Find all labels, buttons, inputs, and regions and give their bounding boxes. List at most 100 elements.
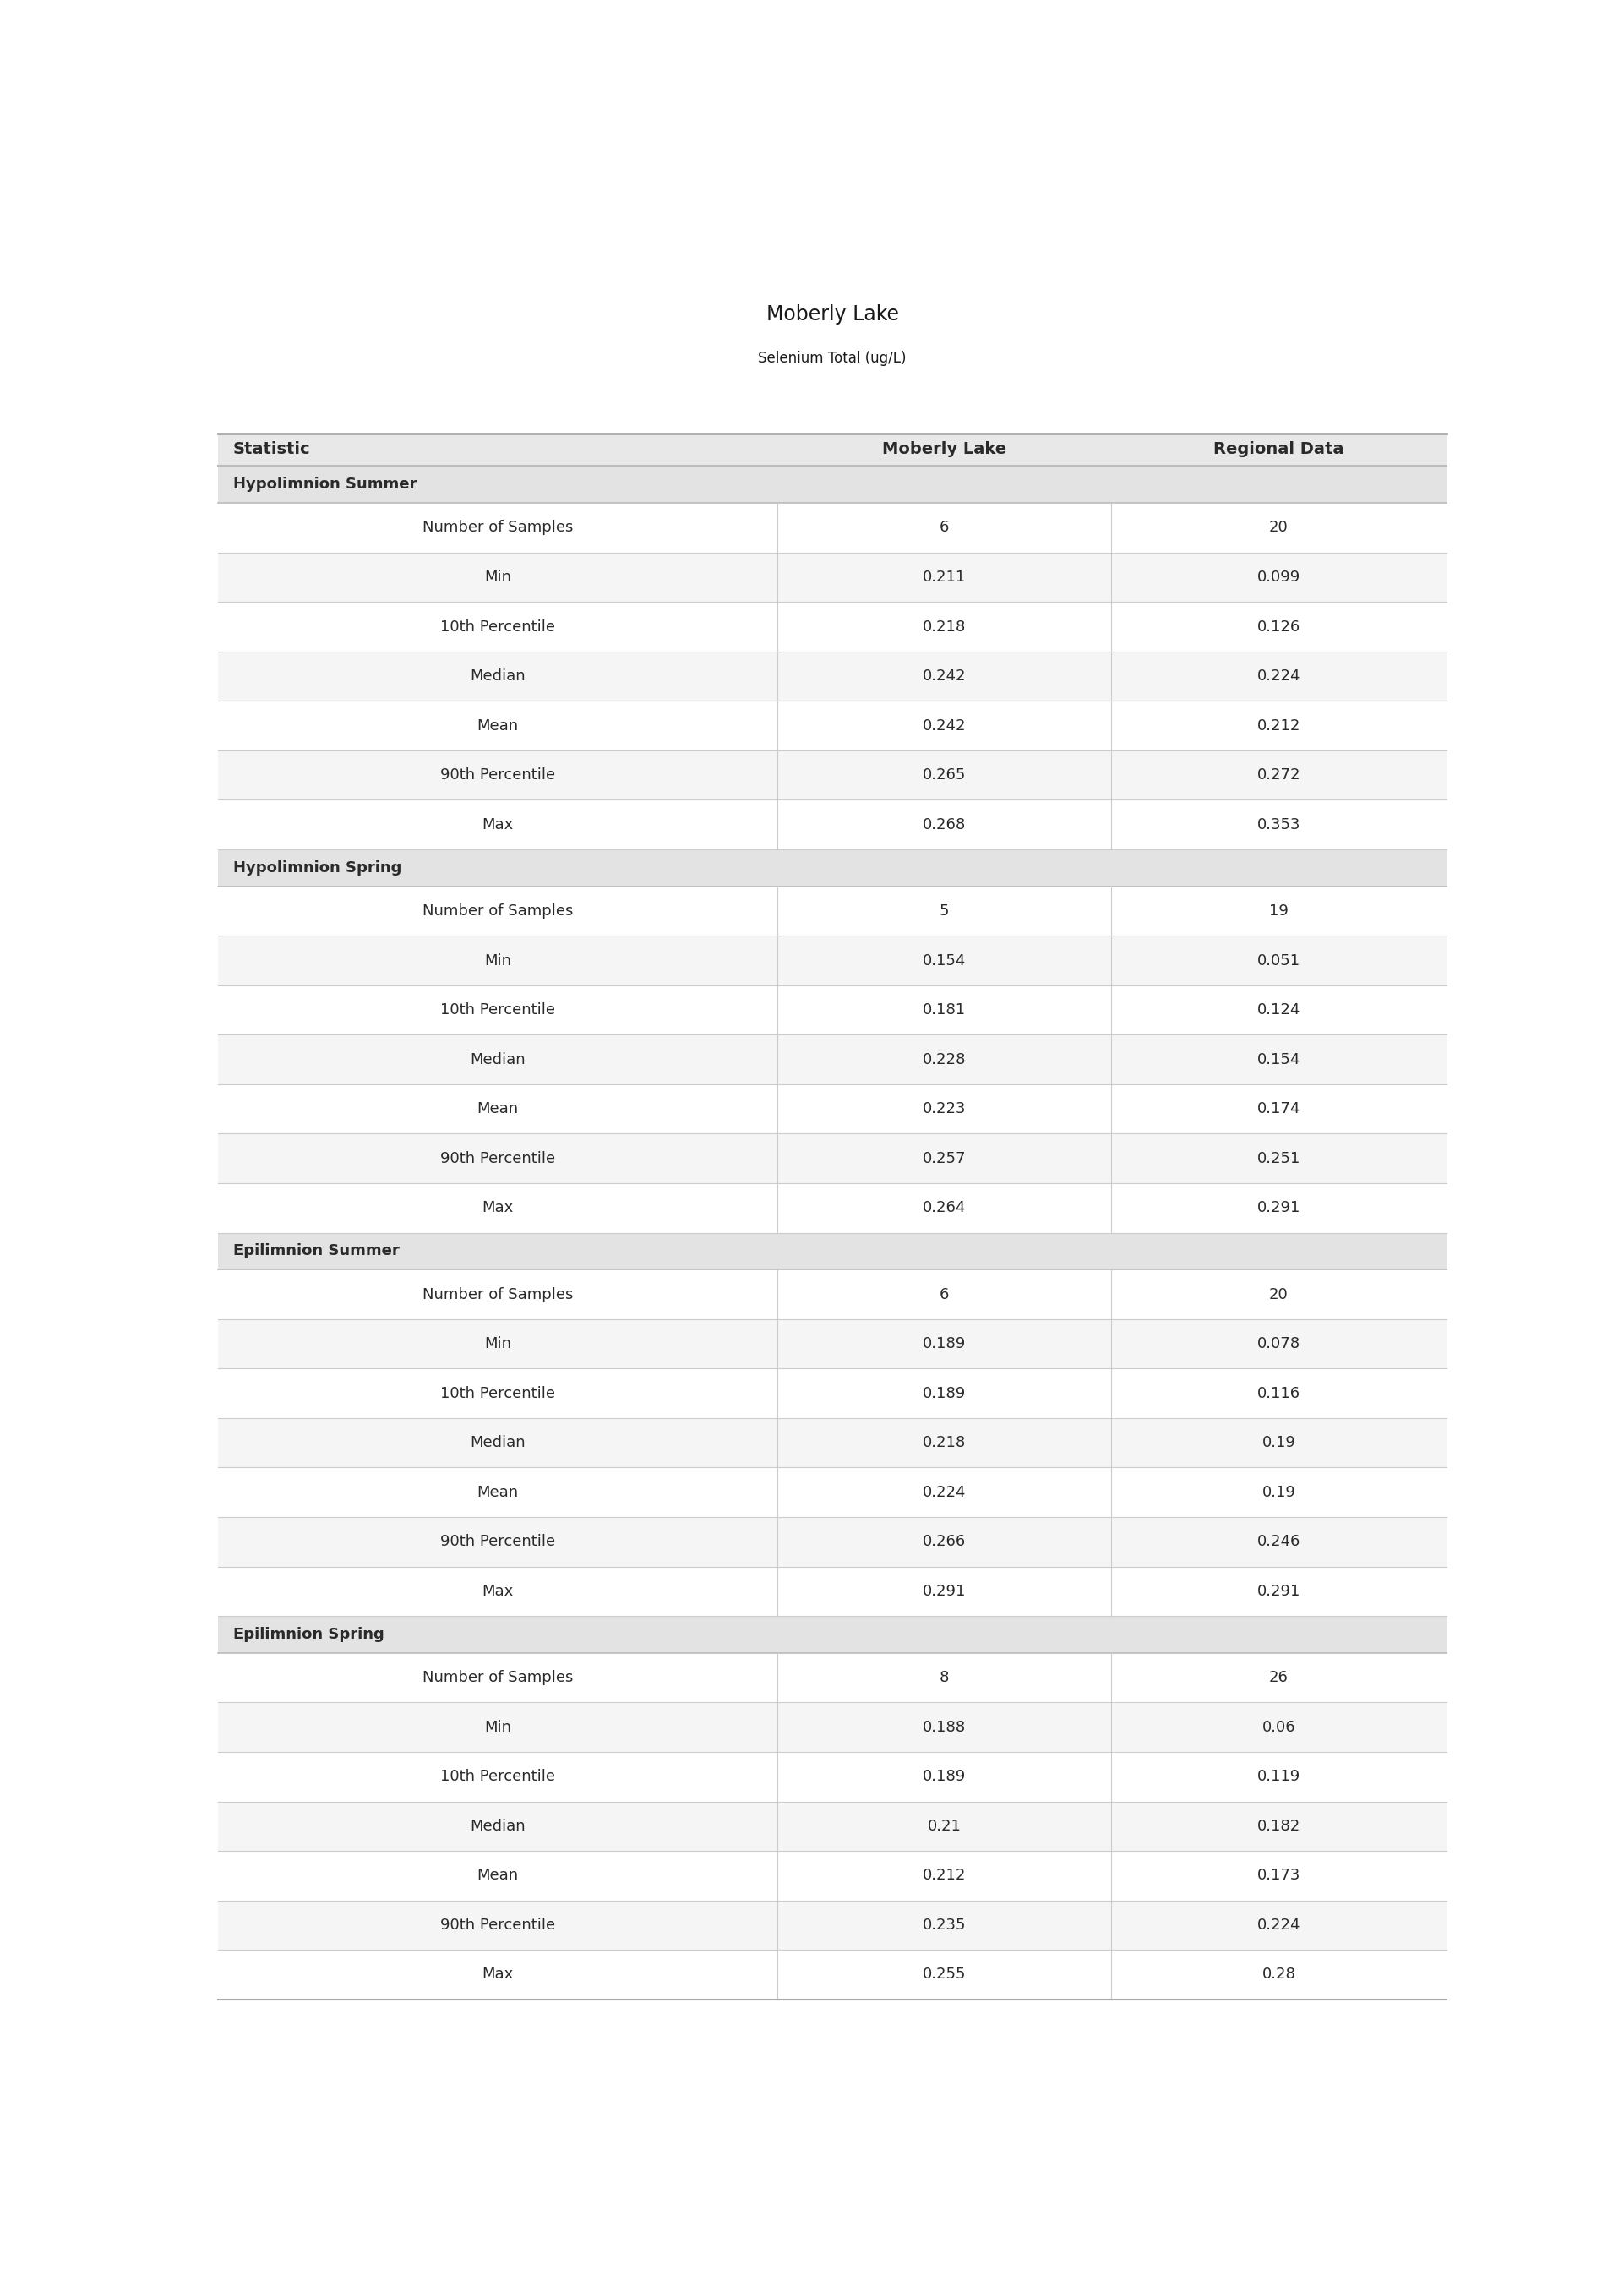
Text: Min: Min <box>484 570 512 586</box>
Bar <box>218 651 1447 701</box>
Bar <box>218 1133 1447 1183</box>
Bar <box>218 1850 1447 1900</box>
Text: Min: Min <box>484 1337 512 1351</box>
Text: Max: Max <box>482 817 513 833</box>
Text: 0.218: 0.218 <box>922 620 966 633</box>
Text: 90th Percentile: 90th Percentile <box>440 1918 555 1932</box>
Text: Epilimnion Summer: Epilimnion Summer <box>234 1244 400 1260</box>
Text: 10th Percentile: 10th Percentile <box>440 620 555 633</box>
Text: 0.228: 0.228 <box>922 1051 966 1067</box>
Bar <box>218 1516 1447 1566</box>
Text: 26: 26 <box>1270 1671 1288 1684</box>
Bar <box>218 1085 1447 1133</box>
Text: 0.291: 0.291 <box>922 1584 966 1598</box>
Text: Mean: Mean <box>477 717 518 733</box>
Text: 0.235: 0.235 <box>922 1918 966 1932</box>
Text: Min: Min <box>484 1721 512 1734</box>
Text: 0.291: 0.291 <box>1257 1201 1301 1214</box>
Text: 0.266: 0.266 <box>922 1535 966 1550</box>
Bar <box>218 1466 1447 1516</box>
Bar <box>218 1319 1447 1369</box>
Text: 19: 19 <box>1270 903 1288 919</box>
Text: 90th Percentile: 90th Percentile <box>440 1151 555 1167</box>
Bar <box>218 1269 1447 1319</box>
Text: Selenium Total (ug/L): Selenium Total (ug/L) <box>758 352 906 365</box>
Bar <box>218 1566 1447 1616</box>
Text: Max: Max <box>482 1968 513 1982</box>
Text: Hypolimnion Summer: Hypolimnion Summer <box>234 477 417 493</box>
Text: 0.251: 0.251 <box>1257 1151 1301 1167</box>
Text: 90th Percentile: 90th Percentile <box>440 767 555 783</box>
Text: Mean: Mean <box>477 1485 518 1500</box>
Bar <box>218 1752 1447 1802</box>
Bar <box>218 935 1447 985</box>
Text: Number of Samples: Number of Samples <box>422 903 573 919</box>
Text: 0.154: 0.154 <box>1257 1051 1301 1067</box>
Text: 0.211: 0.211 <box>922 570 966 586</box>
Text: 0.189: 0.189 <box>922 1337 966 1351</box>
Text: 0.078: 0.078 <box>1257 1337 1301 1351</box>
Text: 0.188: 0.188 <box>922 1721 966 1734</box>
Bar <box>218 504 1447 552</box>
Text: Median: Median <box>469 1435 525 1451</box>
Text: Median: Median <box>469 1051 525 1067</box>
Text: 0.242: 0.242 <box>922 717 966 733</box>
Text: 0.257: 0.257 <box>922 1151 966 1167</box>
Text: Max: Max <box>482 1584 513 1598</box>
Bar <box>218 885 1447 935</box>
Bar <box>218 1183 1447 1233</box>
Text: Statistic: Statistic <box>234 443 310 459</box>
Text: 0.223: 0.223 <box>922 1101 966 1117</box>
Text: 0.181: 0.181 <box>922 1003 966 1017</box>
Text: Mean: Mean <box>477 1101 518 1117</box>
Text: 0.189: 0.189 <box>922 1768 966 1784</box>
Text: 0.19: 0.19 <box>1262 1485 1296 1500</box>
Text: 0.19: 0.19 <box>1262 1435 1296 1451</box>
Text: 0.242: 0.242 <box>922 670 966 683</box>
Text: Max: Max <box>482 1201 513 1214</box>
Text: 90th Percentile: 90th Percentile <box>440 1535 555 1550</box>
Text: 0.224: 0.224 <box>1257 670 1301 683</box>
Text: Epilimnion Spring: Epilimnion Spring <box>234 1628 385 1641</box>
Text: Median: Median <box>469 670 525 683</box>
Text: 6: 6 <box>939 520 948 536</box>
Bar <box>218 1950 1447 2000</box>
Text: 0.126: 0.126 <box>1257 620 1301 633</box>
Text: 20: 20 <box>1270 520 1288 536</box>
Bar <box>218 751 1447 799</box>
Text: 0.291: 0.291 <box>1257 1584 1301 1598</box>
Bar <box>218 701 1447 751</box>
Bar <box>218 465 1447 504</box>
Text: Number of Samples: Number of Samples <box>422 520 573 536</box>
Text: Mean: Mean <box>477 1868 518 1884</box>
Text: 8: 8 <box>939 1671 948 1684</box>
Text: 0.116: 0.116 <box>1257 1385 1301 1401</box>
Text: 0.212: 0.212 <box>1257 717 1301 733</box>
Bar <box>218 1419 1447 1466</box>
Text: 0.124: 0.124 <box>1257 1003 1301 1017</box>
Bar <box>218 602 1447 651</box>
Text: 0.119: 0.119 <box>1257 1768 1301 1784</box>
Text: 10th Percentile: 10th Percentile <box>440 1003 555 1017</box>
Text: 0.255: 0.255 <box>922 1968 966 1982</box>
Bar <box>218 1035 1447 1085</box>
Text: 10th Percentile: 10th Percentile <box>440 1768 555 1784</box>
Text: 6: 6 <box>939 1287 948 1303</box>
Text: 0.268: 0.268 <box>922 817 966 833</box>
Bar <box>218 849 1447 885</box>
Text: 10th Percentile: 10th Percentile <box>440 1385 555 1401</box>
Bar <box>218 1233 1447 1269</box>
Bar <box>218 1802 1447 1850</box>
Text: 0.246: 0.246 <box>1257 1535 1301 1550</box>
Text: 0.051: 0.051 <box>1257 953 1301 967</box>
Text: 0.174: 0.174 <box>1257 1101 1301 1117</box>
Text: 0.224: 0.224 <box>922 1485 966 1500</box>
Text: 0.218: 0.218 <box>922 1435 966 1451</box>
Bar <box>218 799 1447 849</box>
Text: Median: Median <box>469 1818 525 1834</box>
Bar <box>218 1653 1447 1702</box>
Bar <box>218 552 1447 602</box>
Bar <box>218 1369 1447 1419</box>
Text: Hypolimnion Spring: Hypolimnion Spring <box>234 860 401 876</box>
Text: Number of Samples: Number of Samples <box>422 1671 573 1684</box>
